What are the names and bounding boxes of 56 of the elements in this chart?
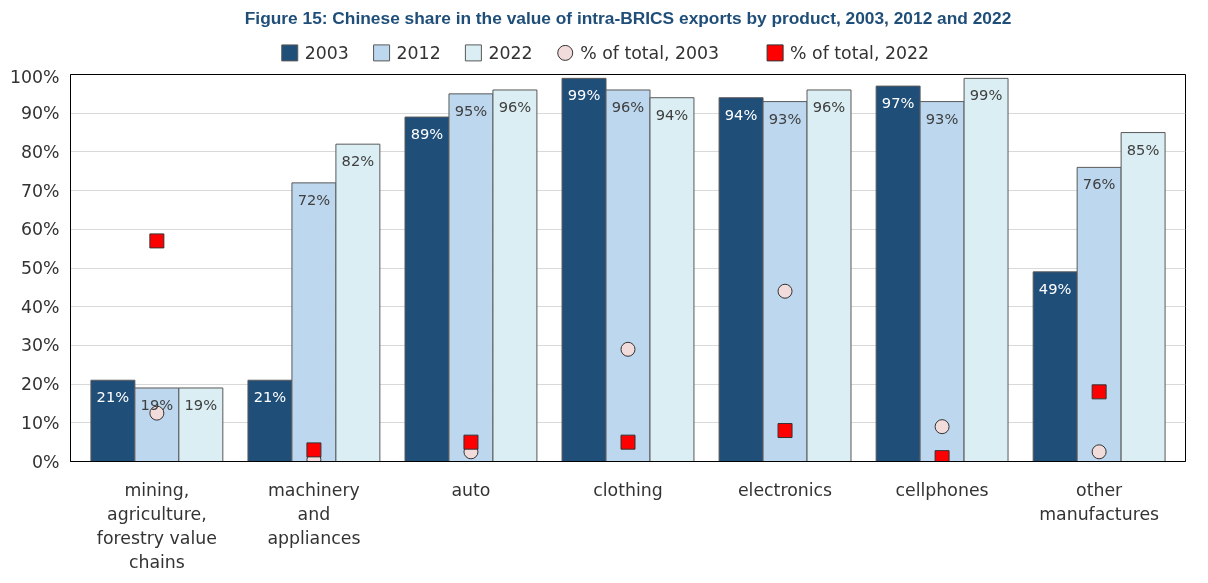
y-tick-label: 30% [20,335,60,356]
data-label: 96% [812,97,846,115]
x-tick-label: electronics [737,479,833,500]
y-tick-label: 40% [20,296,60,317]
legend-label: 2012 [396,43,441,64]
data-label: 97% [881,94,915,112]
point [934,419,950,435]
chart-title: Figure 15: Chinese share in the value of intra-BRICS exports by product, 2003, 2012 and 2022 [244,7,1012,28]
y-tick-label: 50% [20,258,60,278]
x-tick-label: mining, agriculture, forestry value chains [96,479,217,572]
data-label: 85% [1126,140,1160,158]
data-label: 96% [611,97,645,115]
x-tick-label: cellphones [895,479,989,500]
data-label: 21% [253,388,287,406]
y-tick-label: 70% [20,180,60,201]
y-tick-label: 90% [20,103,60,124]
data-label: 99% [969,86,1003,104]
y-tick-label: 100% [9,66,60,87]
x-tick-label: other manufactures [1039,479,1160,524]
y-tick-label: 60% [20,219,60,240]
y-tick-label: 20% [20,374,60,395]
data-label: 93% [768,109,802,127]
x-tick-label: clothing [593,479,663,500]
point [306,442,322,458]
point [1091,444,1107,460]
legend-label: % of total, 2003 [580,42,720,63]
data-label: 99% [567,86,601,104]
data-label: 94% [724,105,758,123]
data-label: 72% [297,190,331,208]
point [620,434,636,450]
y-tick-label: 10% [20,412,60,433]
data-label: 49% [1038,279,1072,297]
y-tick-label: 0% [32,451,60,472]
point [934,450,950,462]
data-label: 93% [925,109,959,127]
data-label: 95% [454,101,488,119]
y-tick-label: 80% [20,141,60,162]
data-label: 19% [140,395,174,413]
x-tick-label: auto [451,479,491,500]
legend-label: % of total, 2022 [790,42,930,63]
data-label: 89% [410,125,444,143]
point [777,423,793,439]
point [463,434,479,450]
x-tick-label: machinery and appliances [267,479,361,548]
point [149,233,165,249]
legend-label: 2003 [304,43,349,64]
data-label: 96% [498,97,532,115]
point [1091,384,1107,400]
point [620,341,636,357]
data-label: 19% [184,395,218,413]
data-label: 94% [655,105,689,123]
data-label: 82% [341,152,375,170]
legend-label: 2022 [488,43,533,64]
point [777,283,793,299]
data-label: 21% [96,388,130,406]
data-label: 76% [1082,175,1116,193]
